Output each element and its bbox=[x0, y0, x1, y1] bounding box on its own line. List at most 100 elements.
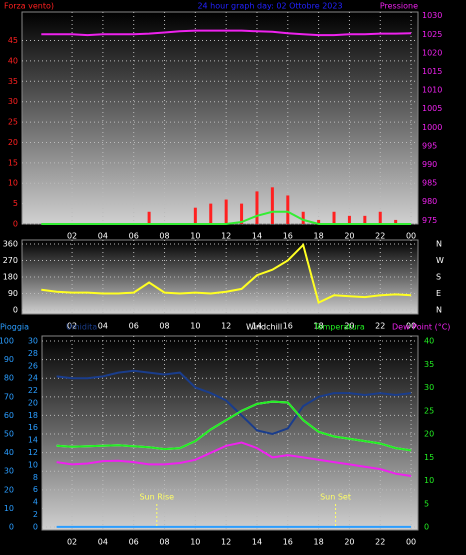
y2-tick-label: 995 bbox=[422, 141, 437, 150]
x-tick-label: 16 bbox=[283, 538, 293, 547]
y-tick-label: 30 bbox=[4, 467, 14, 476]
bar bbox=[147, 211, 151, 224]
chart-title: 24 hour graph day: 02 Ottobre 2023 bbox=[197, 2, 342, 11]
x-tick-label: 04 bbox=[98, 322, 108, 331]
y2-tick-label: 20 bbox=[424, 430, 434, 439]
y-axis-label: Forza vento) bbox=[4, 2, 54, 11]
bar bbox=[378, 211, 382, 224]
x-tick-label: 10 bbox=[190, 232, 200, 241]
y-tick-label: 10 bbox=[8, 179, 18, 188]
line bbox=[56, 400, 412, 452]
bar bbox=[332, 211, 336, 224]
bar bbox=[209, 203, 213, 224]
y3-tick-label: 4 bbox=[33, 498, 38, 507]
bar bbox=[394, 219, 398, 224]
y-tick-label: 40 bbox=[4, 448, 14, 457]
y-tick-label: 60 bbox=[4, 411, 14, 420]
x-tick-label: 14 bbox=[252, 538, 262, 547]
y-tick-label: 10 bbox=[4, 504, 14, 513]
y-tick-label: 0 bbox=[9, 523, 14, 532]
y-tick-label: 90 bbox=[4, 355, 14, 364]
y-tick-label: 180 bbox=[3, 273, 18, 282]
plot-area bbox=[21, 11, 419, 225]
y2-tick-label: 1000 bbox=[422, 123, 442, 132]
x-tick-label: 22 bbox=[375, 322, 385, 331]
x-tick-label: 00 bbox=[406, 538, 416, 547]
y3-tick-label: 22 bbox=[28, 386, 38, 395]
x-tick-label: 06 bbox=[129, 538, 139, 547]
bar bbox=[363, 215, 367, 224]
x-tick-label: 16 bbox=[283, 232, 293, 241]
x-tick-label: 14 bbox=[252, 232, 262, 241]
y3-tick-label: 8 bbox=[33, 473, 38, 482]
x-tick-label: 04 bbox=[98, 538, 108, 547]
x-tick-label: 02 bbox=[67, 538, 77, 547]
x-tick-label: 04 bbox=[98, 232, 108, 241]
y3-tick-label: 12 bbox=[28, 448, 38, 457]
y3-tick-label: 18 bbox=[28, 411, 38, 420]
x-tick-label: 12 bbox=[221, 232, 231, 241]
y2-axis-label: Pressione bbox=[380, 2, 418, 11]
legend-label: Umidita bbox=[66, 323, 97, 332]
y-tick-label: 270 bbox=[3, 256, 18, 265]
y2-tick-label: E bbox=[436, 289, 441, 298]
y2-tick-label: N bbox=[436, 240, 442, 249]
bar bbox=[301, 211, 305, 224]
x-tick-label: 12 bbox=[221, 538, 231, 547]
x-tick-label: 18 bbox=[314, 322, 324, 331]
x-tick-label: 16 bbox=[283, 322, 293, 331]
y3-tick-label: 20 bbox=[28, 398, 38, 407]
y-tick-label: 30 bbox=[8, 97, 18, 106]
y-tick-label: 100 bbox=[0, 337, 14, 346]
y3-tick-label: 30 bbox=[28, 336, 38, 345]
y-tick-label: 15 bbox=[8, 158, 18, 167]
bar bbox=[240, 203, 244, 224]
line bbox=[41, 242, 412, 305]
annotation: Sun Rise bbox=[139, 493, 174, 502]
y2-tick-label: W bbox=[436, 256, 444, 265]
y-tick-label: 40 bbox=[8, 56, 18, 65]
bar bbox=[270, 187, 274, 224]
annotation: Sun Set bbox=[320, 493, 351, 502]
bar bbox=[255, 191, 259, 224]
y2-tick-label: 1015 bbox=[422, 67, 442, 76]
y3-tick-label: 28 bbox=[28, 349, 38, 358]
y2-tick-label: 25 bbox=[424, 406, 434, 415]
y2-tick-label: 975 bbox=[422, 216, 437, 225]
y2-tick-label: 5 bbox=[424, 499, 429, 508]
bar bbox=[317, 219, 321, 224]
y-tick-label: 70 bbox=[4, 392, 14, 401]
y2-tick-label: 990 bbox=[422, 160, 437, 169]
y2-tick-label: 35 bbox=[424, 360, 434, 369]
y2-tick-label: 15 bbox=[424, 453, 434, 462]
line bbox=[41, 29, 412, 37]
x-tick-label: 18 bbox=[314, 538, 324, 547]
x-tick-label: 14 bbox=[252, 322, 262, 331]
y3-tick-label: 0 bbox=[33, 522, 38, 531]
x-tick-label: 08 bbox=[159, 232, 169, 241]
y-tick-label: 35 bbox=[8, 77, 18, 86]
y2-tick-label: 1005 bbox=[422, 104, 442, 113]
x-tick-label: 08 bbox=[159, 322, 169, 331]
y3-tick-label: 16 bbox=[28, 423, 38, 432]
y-tick-label: 5 bbox=[13, 199, 18, 208]
y3-tick-label: 14 bbox=[28, 436, 38, 445]
x-tick-label: 10 bbox=[190, 538, 200, 547]
x-tick-label: 18 bbox=[314, 232, 324, 241]
y2-tick-label: 1025 bbox=[422, 30, 442, 39]
y-tick-label: 20 bbox=[8, 138, 18, 147]
x-tick-label: 20 bbox=[344, 538, 354, 547]
y3-tick-label: 26 bbox=[28, 361, 38, 370]
y2-tick-label: 10 bbox=[424, 476, 434, 485]
x-tick-label: 02 bbox=[67, 232, 77, 241]
y-tick-label: 0 bbox=[13, 305, 18, 314]
y3-tick-label: 10 bbox=[28, 460, 38, 469]
y-tick-label: 45 bbox=[8, 36, 18, 45]
y-tick-label: 80 bbox=[4, 374, 14, 383]
bar bbox=[286, 195, 290, 224]
bar bbox=[193, 207, 197, 224]
x-tick-label: 22 bbox=[375, 232, 385, 241]
plot-area bbox=[41, 335, 419, 531]
bar bbox=[347, 215, 351, 224]
y2-tick-label: 1030 bbox=[422, 11, 442, 20]
